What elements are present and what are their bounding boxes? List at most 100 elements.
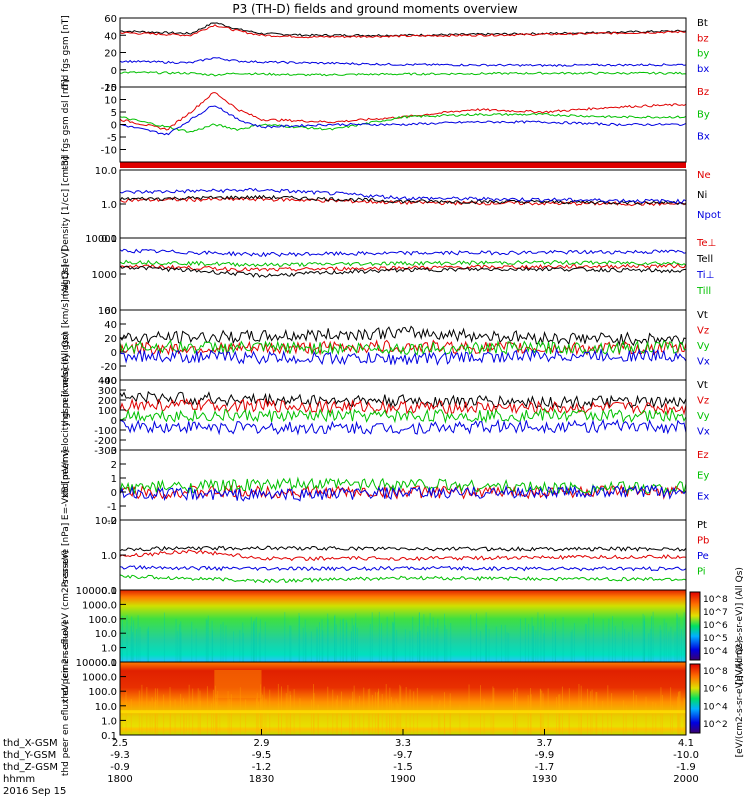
ytick-label: 1.0 xyxy=(101,551,117,562)
ytick-label: -20 xyxy=(101,83,117,94)
ytick-label: 10000 xyxy=(85,234,117,245)
colorbar-0: 10^8 10^7 10^6 10^5 10^4 [eV/(cm2-s-sr-eV)] (… xyxy=(689,567,745,685)
ytick-label: -100 xyxy=(94,426,117,437)
legend-pressure-0: Pt xyxy=(697,520,707,531)
ylabel-temperature: magt3 [eV] xyxy=(61,249,71,300)
ylabel-density: Density [1/cc] [cm-3] xyxy=(61,156,71,251)
colorbar-tick: 10^6 xyxy=(703,685,728,695)
series-peir-velocity-1 xyxy=(119,339,687,356)
panel-peer-spec: 10000.0 1000.0 100.0 10.0 1.0 0.1 thd peer en … xyxy=(61,621,687,776)
spectrogram-fill xyxy=(120,662,686,735)
ylabel-peir-spec: thd peir en eflux eV (cm2-s-sr-eV) xyxy=(61,550,71,702)
ytick-label: 1000.0 xyxy=(82,673,117,684)
xaxis-value: 2.9 xyxy=(254,738,270,749)
xaxis-value: -1.9 xyxy=(676,762,696,773)
panel-pressure: Pt Pb Pe Pi 10.0 1.0 0.1 Pressure [nPa] xyxy=(61,516,709,597)
legend-peer-velocity-1: Vz xyxy=(697,396,709,407)
xaxis-row-label: thd_X-GSM xyxy=(3,738,58,749)
colorbar-tick: 10^6 xyxy=(703,621,728,631)
ytick-label: 1000 xyxy=(92,270,117,281)
ytick-label: 0.1 xyxy=(101,658,117,669)
series-peer-velocity-2 xyxy=(119,407,687,424)
ytick-label: 0 xyxy=(111,121,117,132)
legend-temperature-1: Tell xyxy=(696,254,713,265)
colorbar-tick: 10^4 xyxy=(703,647,728,657)
date-stamp: 2016 Sep 15 xyxy=(3,786,67,797)
series-efield-2 xyxy=(119,484,687,502)
panel-fgs-gsm: Bt bz by bx 60 40 20 0 -20 thd fgs gsm [nT] xyxy=(61,14,709,94)
ytick-label: 10 xyxy=(104,96,117,107)
ytick-label: 10000.0 xyxy=(76,586,117,597)
spectrogram-fill xyxy=(120,590,686,662)
series-peer-velocity-1 xyxy=(119,397,687,416)
ytick-label: 40 xyxy=(104,31,117,42)
series-temperature-2 xyxy=(119,248,687,258)
spectrogram-band xyxy=(120,710,686,714)
series-temperature-0 xyxy=(119,263,687,272)
ytick-label: 0.1 xyxy=(101,586,117,597)
colorbar-tick: 10^8 xyxy=(703,667,728,677)
series-peir-velocity-2 xyxy=(119,339,687,357)
xaxis-value: 1930 xyxy=(532,774,557,785)
colorbar-strip xyxy=(689,663,701,734)
ytick-label: 0.1 xyxy=(101,234,117,245)
xaxis-value: -10.0 xyxy=(673,750,699,761)
legend-fgs-gsm-1: bz xyxy=(697,33,709,44)
series-pressure-0 xyxy=(119,545,687,552)
ytick-label: 60 xyxy=(104,14,117,25)
ytick-label: -40 xyxy=(101,376,117,387)
ytick-label: -20 xyxy=(101,362,117,373)
ytick-label: 200 xyxy=(98,396,117,407)
legend-fgs-gsm-2: by xyxy=(697,49,709,60)
legend-temperature-3: Till xyxy=(696,286,711,297)
xaxis-value: 1900 xyxy=(390,774,415,785)
xaxis-value: -1.7 xyxy=(535,762,555,773)
series-fgs-gsm-1 xyxy=(119,24,687,39)
series-density-2 xyxy=(119,187,687,204)
colorbar-tick: 10^5 xyxy=(703,634,728,644)
ytick-label: 10000.0 xyxy=(76,658,117,669)
series-pressure-2 xyxy=(119,565,687,572)
xaxis-row-label: thd_Y-GSM xyxy=(3,750,56,761)
series-pressure-1 xyxy=(119,549,687,562)
legend-peer-velocity-2: Vy xyxy=(697,411,710,422)
panel-temperature: Te⊥ Tell Ti⊥ Till 10000 1000 100 magt3 [eV] xyxy=(61,234,716,317)
ytick-label: 60 xyxy=(104,306,117,317)
series-peir-velocity-0 xyxy=(119,325,687,347)
xaxis-value: 3.3 xyxy=(395,738,411,749)
ylabel-pressure: Pressure [nPa] xyxy=(61,523,71,588)
ytick-label: 20 xyxy=(104,334,117,345)
ytick-label: 10.0 xyxy=(95,702,117,713)
ytick-label: -2 xyxy=(107,516,117,527)
xaxis-value: -1.2 xyxy=(252,762,272,773)
series-fgs-dsl-2 xyxy=(119,105,687,136)
legend-efield-2: Ex xyxy=(697,491,709,502)
series-fgs-dsl-1 xyxy=(119,112,687,133)
legend-density-2: Npot xyxy=(697,210,721,221)
legend-pressure-2: Pe xyxy=(697,551,709,562)
legend-pressure-1: Pb xyxy=(697,536,709,547)
ylabel-efield: E=-VxB [mV/m] xyxy=(61,450,71,520)
panel-peir-spec: 10000.0 1000.0 100.0 10.0 1.0 0.1 thd peir en … xyxy=(61,550,687,702)
legend-temperature-0: Te⊥ xyxy=(696,238,716,249)
colorbar-tick: 10^8 xyxy=(703,595,728,605)
panel-frame xyxy=(119,237,687,311)
ytick-label: 5 xyxy=(111,108,117,119)
series-temperature-3 xyxy=(119,259,687,268)
series-temperature-1 xyxy=(119,265,686,278)
legend-peir-velocity-2: Vy xyxy=(697,341,710,352)
xaxis-row-label: hhmm xyxy=(3,774,35,785)
xaxis-value: -0.9 xyxy=(110,762,130,773)
ytick-label: 20 xyxy=(104,49,117,60)
ytick-label: 15 xyxy=(104,83,117,94)
ylabel-peir-velocity: thd peir velocity gsm [km/s] (All Qs) xyxy=(61,264,71,427)
colorbar-tick: 10^4 xyxy=(703,702,728,712)
ytick-label: 0 xyxy=(111,416,117,427)
legend-peer-velocity-0: Vt xyxy=(697,380,708,391)
colorbar-label: [eV/(cm2-s-sr-eV)] (All Qs) xyxy=(735,640,745,758)
colorbar-1: 10^8 10^6 10^4 10^2 [eV/(cm2-s-sr-eV)] (All … xyxy=(689,640,745,758)
ytick-label: 0 xyxy=(111,66,117,77)
